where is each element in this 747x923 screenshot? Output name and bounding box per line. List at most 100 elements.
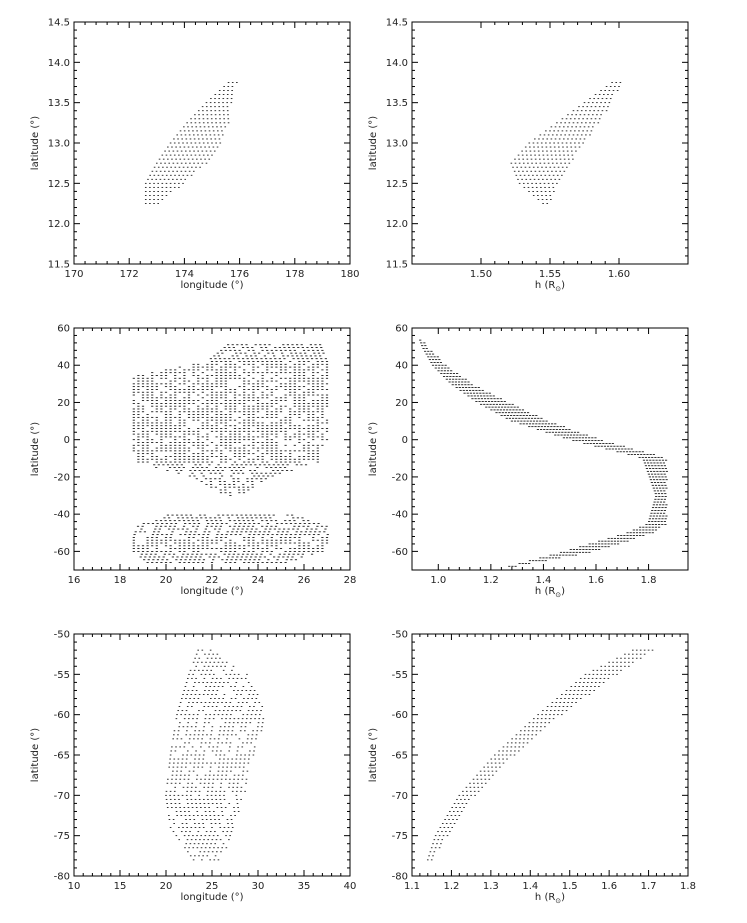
x-tick-label: 1.55 xyxy=(539,269,561,280)
plot-frame xyxy=(411,327,689,571)
x-axis-label-suffix: ) xyxy=(561,892,565,903)
x-tick-label: 172 xyxy=(120,269,139,280)
y-tick-label: -80 xyxy=(54,872,70,883)
x-axis-label-main: longitude (°) xyxy=(180,892,243,903)
x-tick-label: 40 xyxy=(344,881,357,892)
y-tick-label: -60 xyxy=(54,547,70,558)
y-tick-label: 13.5 xyxy=(48,98,70,109)
y-tick-label: -60 xyxy=(392,547,408,558)
y-tick-label: 20 xyxy=(395,398,408,409)
y-axis-label: latitude (°) xyxy=(30,116,41,170)
y-tick-label: -65 xyxy=(392,751,408,762)
x-axis-label: longitude (°) xyxy=(180,586,243,597)
y-tick-label: 14.5 xyxy=(386,18,408,29)
x-tick-label: 15 xyxy=(114,881,127,892)
x-tick-label: 35 xyxy=(298,881,311,892)
x-tick-label: 1.1 xyxy=(404,881,420,892)
x-tick-label: 1.4 xyxy=(535,575,551,586)
plot-frame xyxy=(411,633,689,877)
x-tick-label: 10 xyxy=(68,881,81,892)
y-tick-label: -65 xyxy=(54,751,70,762)
chart-panel-1: 170 172 174 176 178 180 11.5 12.0 12.5 13.0 13.5 14… xyxy=(30,18,360,292)
chart-panel-3: 16 18 20 22 24 26 28 -60 -40 -20 0 20 40 60 longitude … xyxy=(30,324,356,598)
y-tick-label: 12.0 xyxy=(48,219,70,230)
y-tick-label: 14.0 xyxy=(48,58,70,69)
y-tick-label: 12.5 xyxy=(48,179,70,190)
x-tick-label: 28 xyxy=(344,575,357,586)
x-axis-label-main: longitude (°) xyxy=(180,280,243,291)
chart-panel-6: 1.1 1.2 1.3 1.4 1.5 1.6 1.7 1.8 -80 -75 -70 -65 -60 -… xyxy=(368,630,696,906)
y-tick-label: 11.5 xyxy=(386,260,408,271)
x-axis-label-main: h (R xyxy=(535,280,555,291)
y-tick-label: 60 xyxy=(57,324,70,335)
x-tick-label: 20 xyxy=(160,575,173,586)
y-tick-label: -70 xyxy=(54,791,70,802)
x-tick-label: 1.6 xyxy=(588,575,604,586)
x-tick-label: 180 xyxy=(340,269,359,280)
y-tick-label: 14.0 xyxy=(386,58,408,69)
x-axis-label: h (R⊙) xyxy=(535,892,565,905)
y-axis-label: latitude (°) xyxy=(30,422,41,476)
data-points xyxy=(419,339,668,567)
data-points xyxy=(426,649,654,861)
x-tick-label: 1.7 xyxy=(641,881,657,892)
x-tick-label: 1.50 xyxy=(470,269,492,280)
y-tick-label: 0 xyxy=(402,435,408,446)
chart-panel-4: 1.0 1.2 1.4 1.6 1.8 -60 -40 -20 0 20 40 60 h (R⊙) lat… xyxy=(368,324,689,599)
y-tick-label: -50 xyxy=(392,630,408,641)
y-axis-label: latitude (°) xyxy=(368,422,379,476)
chart-panel-2: 1.50 1.55 1.60 11.5 12.0 12.5 13.0 13.5 14.0 14.5… xyxy=(368,18,689,293)
y-tick-label: 20 xyxy=(57,398,70,409)
x-tick-label: 16 xyxy=(68,575,81,586)
y-tick-label: -55 xyxy=(392,670,408,681)
y-tick-label: -60 xyxy=(392,710,408,721)
x-tick-label: 25 xyxy=(206,881,219,892)
x-axis-label: h (R⊙) xyxy=(535,586,565,599)
x-tick-label: 178 xyxy=(285,269,304,280)
x-axis-label-sub: ⊙ xyxy=(555,591,561,599)
y-tick-label: 14.5 xyxy=(48,18,70,29)
x-tick-label: 30 xyxy=(252,881,265,892)
x-axis-label-main: h (R xyxy=(535,892,555,903)
x-tick-label: 1.2 xyxy=(443,881,459,892)
x-axis-label-main: h (R xyxy=(535,586,555,597)
y-axis-label: latitude (°) xyxy=(368,728,379,782)
x-axis-label: longitude (°) xyxy=(180,892,243,903)
y-tick-label: 13.0 xyxy=(386,139,408,150)
y-axis-label: latitude (°) xyxy=(30,728,41,782)
y-tick-label: 12.0 xyxy=(386,219,408,230)
x-axis-label-suffix: ) xyxy=(561,586,565,597)
y-tick-label: -20 xyxy=(392,472,408,483)
x-tick-label: 1.0 xyxy=(430,575,446,586)
x-tick-label: 1.4 xyxy=(522,881,538,892)
data-points xyxy=(510,82,622,204)
y-tick-label: -70 xyxy=(392,791,408,802)
x-axis-label-sub: ⊙ xyxy=(555,897,561,905)
x-tick-label: 176 xyxy=(230,269,249,280)
x-tick-label: 1.2 xyxy=(483,575,499,586)
y-tick-label: -75 xyxy=(54,831,70,842)
x-tick-label: 170 xyxy=(64,269,83,280)
x-tick-label: 1.3 xyxy=(483,881,499,892)
data-points xyxy=(132,344,329,563)
x-tick-label: 1.8 xyxy=(641,575,657,586)
chart-panel-5: 10 15 20 25 30 35 40 -80 -75 -70 -65 -60 -55 -50 longi… xyxy=(30,630,356,904)
y-tick-label: -40 xyxy=(54,510,70,521)
y-tick-label: -80 xyxy=(392,872,408,883)
x-tick-label: 1.6 xyxy=(601,881,617,892)
y-tick-label: 60 xyxy=(395,324,408,335)
data-points xyxy=(144,82,238,204)
y-tick-label: 40 xyxy=(57,361,70,372)
x-tick-label: 22 xyxy=(206,575,219,586)
x-tick-label: 1.60 xyxy=(608,269,630,280)
y-tick-label: -55 xyxy=(54,670,70,681)
x-axis-label-main: longitude (°) xyxy=(180,586,243,597)
x-tick-label: 24 xyxy=(252,575,265,586)
x-tick-label: 1.5 xyxy=(562,881,578,892)
x-tick-label: 18 xyxy=(114,575,127,586)
y-tick-label: 11.5 xyxy=(48,260,70,271)
y-tick-label: 12.5 xyxy=(386,179,408,190)
x-axis-label-suffix: ) xyxy=(561,280,565,291)
y-tick-label: 13.5 xyxy=(386,98,408,109)
